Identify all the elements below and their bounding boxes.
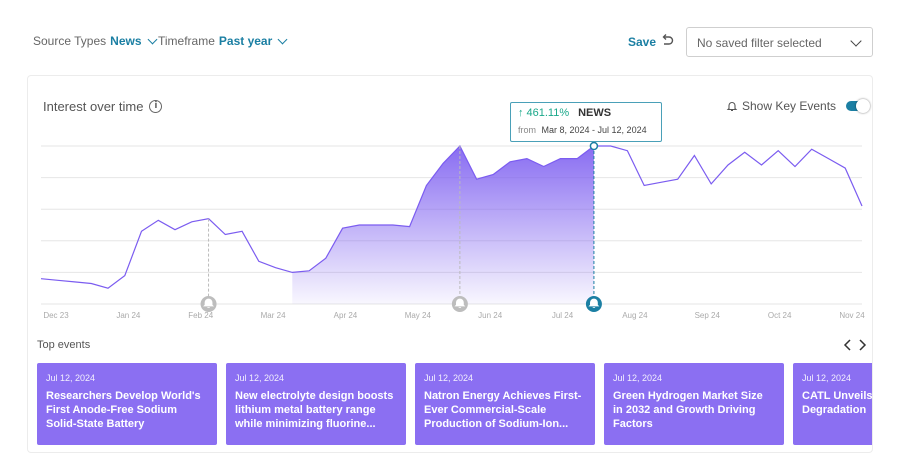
bell-icon: [588, 298, 600, 308]
bell-icon: [203, 298, 215, 308]
x-tick-label: Oct 24: [768, 311, 792, 320]
event-date: Jul 12, 2024: [613, 373, 663, 383]
timeframe-value: Past year: [218, 34, 273, 48]
highlighted-area: [292, 146, 594, 304]
source-types-value: News: [110, 34, 142, 48]
key-event-marker[interactable]: [585, 146, 602, 312]
x-tick-label: Aug 24: [622, 311, 648, 320]
x-tick-label: Dec 23: [43, 311, 69, 320]
event-date: Jul 12, 2024: [46, 373, 96, 383]
event-date: Jul 12, 2024: [802, 373, 852, 383]
hover-point: [589, 141, 599, 151]
source-types-filter[interactable]: Source Types News: [33, 34, 157, 48]
key-events-label: Show Key Events: [742, 99, 837, 113]
x-tick-label: Jan 24: [116, 311, 141, 320]
event-title: Researchers Develop World's First Anode-…: [46, 390, 201, 430]
event-title: Green Hydrogen Market Size in 2032 and G…: [613, 390, 763, 430]
key-event-marker[interactable]: [200, 218, 217, 312]
event-card[interactable]: Jul 12, 2024 Researchers Develop World's…: [37, 363, 217, 445]
event-title: New electrolyte design boosts lithium me…: [235, 390, 394, 430]
x-tick-label: Jun 24: [478, 311, 503, 320]
saved-filter-select[interactable]: No saved filter selected: [686, 27, 873, 57]
x-tick-label: Apr 24: [334, 311, 358, 320]
event-date: Jul 12, 2024: [235, 373, 285, 383]
timeframe-filter[interactable]: Timeframe Past year: [158, 34, 288, 48]
x-tick-label: Jul 24: [552, 311, 574, 320]
chevron-right-icon[interactable]: [857, 339, 867, 351]
tooltip-change: 461.11%: [526, 107, 570, 119]
info-icon[interactable]: i: [149, 100, 163, 113]
x-tick-label: Nov 24: [839, 311, 865, 320]
event-date: Jul 12, 2024: [424, 373, 474, 383]
x-tick-label: Mar 24: [261, 311, 286, 320]
chevron-down-icon: [277, 34, 288, 45]
chevron-left-icon[interactable]: [843, 339, 853, 351]
interest-card: Dec 23 Jan 24 Feb 24 Mar 24 Apr 24 May 24 Jun …: [27, 75, 873, 453]
key-events-toggle-group: Show Key Events: [726, 99, 871, 113]
source-types-label: Source Types: [33, 34, 107, 48]
save-button[interactable]: Save: [628, 35, 657, 49]
event-title: Natron Energy Achieves First-Ever Commer…: [424, 390, 582, 430]
tooltip-range: Mar 8, 2024 - Jul 12, 2024: [541, 125, 647, 135]
event-card[interactable]: Jul 12, 2024 New electrolyte design boos…: [226, 363, 406, 445]
x-tick-label: Sep 24: [695, 311, 721, 320]
tooltip-source: NEWS: [578, 107, 612, 119]
interest-line: [40, 144, 863, 289]
chevron-down-icon: [147, 34, 157, 45]
bell-icon: [454, 298, 466, 308]
chevron-down-icon: [850, 35, 862, 47]
chart-tooltip: ↑ 461.11% NEWS from Mar 8, 2024 - Jul 12…: [510, 102, 662, 142]
key-event-marker[interactable]: [451, 146, 468, 312]
event-title: CATL Unveils World's First Degradation: [802, 390, 873, 416]
top-events-title: Top events: [37, 339, 91, 351]
tooltip-from-label: from: [518, 125, 536, 135]
chart-title-text: Interest over time: [43, 99, 144, 114]
arrow-up-icon: ↑: [518, 107, 524, 119]
event-card[interactable]: Jul 12, 2024 CATL Unveils World's First …: [793, 363, 873, 445]
bell-icon: [726, 102, 738, 112]
x-tick-label: Feb 24: [188, 311, 213, 320]
chart-title: Interest over time i: [43, 99, 163, 114]
undo-icon[interactable]: [660, 33, 674, 47]
key-events-toggle[interactable]: [846, 99, 871, 113]
interest-chart: Dec 23 Jan 24 Feb 24 Mar 24 Apr 24 May 24 Jun …: [40, 141, 865, 320]
x-tick-label: May 24: [405, 311, 432, 320]
saved-filter-placeholder: No saved filter selected: [697, 36, 822, 50]
events-carousel: Jul 12, 2024 Researchers Develop World's…: [37, 363, 873, 445]
event-card[interactable]: Jul 12, 2024 Green Hydrogen Market Size …: [604, 363, 784, 445]
timeframe-label: Timeframe: [158, 34, 215, 48]
event-card[interactable]: Jul 12, 2024 Natron Energy Achieves Firs…: [415, 363, 595, 445]
